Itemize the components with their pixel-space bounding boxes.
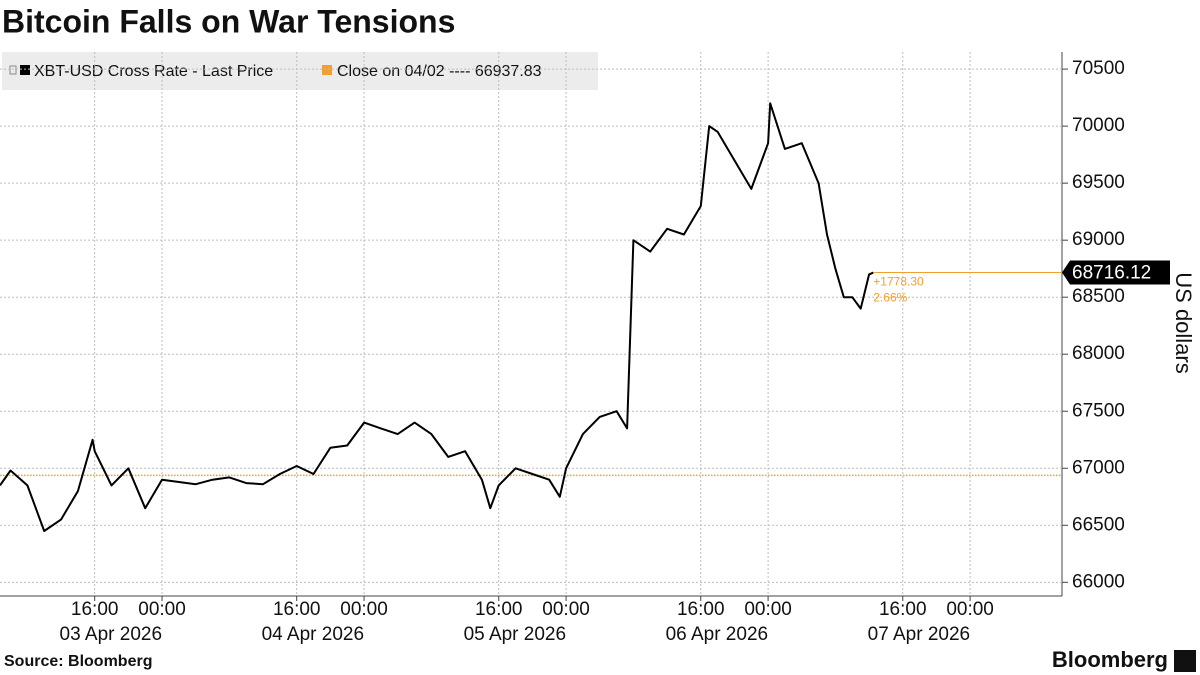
legend-box (2, 52, 598, 90)
x-tick-label: 00:00 (744, 599, 792, 620)
x-tick-label: 00:00 (946, 599, 994, 620)
brand: Bloomberg (1052, 647, 1168, 672)
legend-label: Close on 04/02 ---- 66937.83 (337, 63, 542, 80)
legend-icon (9, 65, 17, 75)
x-tick-label: 00:00 (542, 599, 590, 620)
x-tick-label: 00:00 (138, 599, 186, 620)
y-tick-label: 68500 (1072, 286, 1125, 307)
price-line (0, 102, 874, 532)
y-tick-label: 67000 (1072, 457, 1125, 478)
x-date-label: 05 Apr 2026 (464, 624, 566, 645)
change-pct-label: 2.66% (873, 291, 907, 305)
y-tick-label: 66500 (1072, 514, 1125, 535)
y-tick-label: 67500 (1072, 400, 1125, 421)
x-tick-label: 16:00 (677, 599, 725, 620)
y-tick-label: 70000 (1072, 115, 1125, 136)
legend-label: XBT-USD Cross Rate - Last Price (34, 63, 273, 80)
x-tick-label: 16:00 (879, 599, 927, 620)
last-value-label: 68716.12 (1072, 263, 1151, 284)
x-tick-label: 16:00 (475, 599, 523, 620)
y-tick-label: 69000 (1072, 229, 1125, 250)
y-tick-label: 68000 (1072, 343, 1125, 364)
y-tick-label: 66000 (1072, 571, 1125, 592)
x-tick-label: 16:00 (273, 599, 321, 620)
legend-swatch (20, 65, 30, 75)
x-date-label: 04 Apr 2026 (262, 624, 364, 645)
legend-swatch (322, 65, 332, 75)
change-label: +1778.30 (873, 275, 924, 289)
x-date-label: 03 Apr 2026 (60, 624, 162, 645)
x-tick-label: 00:00 (340, 599, 388, 620)
x-date-label: 07 Apr 2026 (868, 624, 970, 645)
chart-title: Bitcoin Falls on War Tensions (2, 3, 455, 39)
x-date-label: 06 Apr 2026 (666, 624, 768, 645)
y-tick-label: 70500 (1072, 58, 1125, 79)
y-axis-label: US dollars (1171, 272, 1196, 373)
brand-icon (1174, 650, 1196, 672)
y-tick-label: 69500 (1072, 172, 1125, 193)
source: Source: Bloomberg (4, 653, 152, 670)
last-value-box (1062, 260, 1170, 285)
x-tick-label: 16:00 (71, 599, 119, 620)
